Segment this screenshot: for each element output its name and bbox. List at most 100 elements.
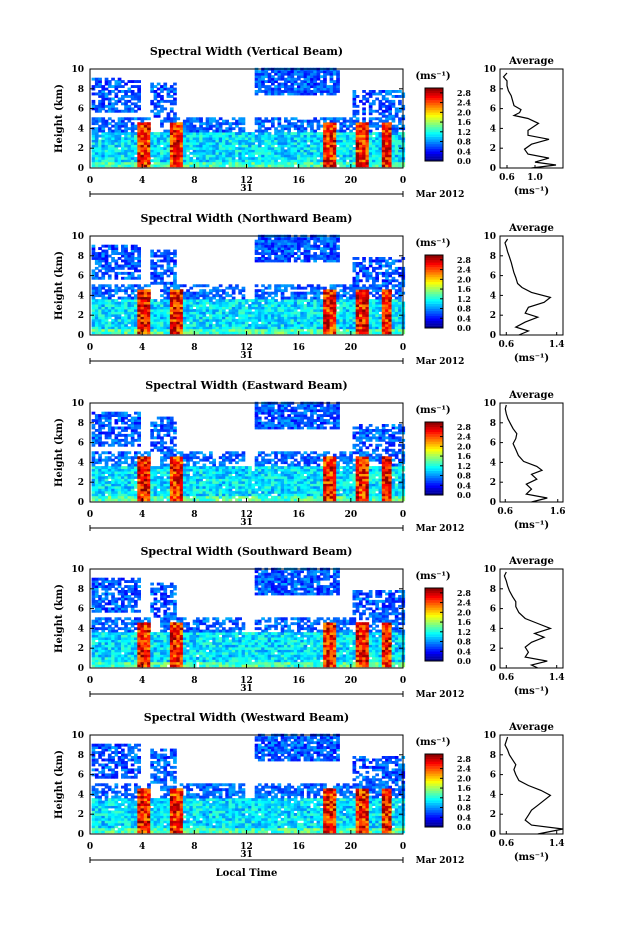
- heatmap-cell: [124, 137, 128, 140]
- heatmap-cell: [111, 109, 115, 113]
- heatmap-cell: [196, 156, 200, 160]
- heatmap-cell: [117, 419, 122, 422]
- heatmap-cell: [124, 99, 128, 103]
- heatmap-cell: [225, 147, 229, 150]
- heatmap-cell: [345, 318, 350, 322]
- heatmap-cell: [332, 124, 337, 128]
- heatmap-cell: [385, 109, 389, 113]
- heatmap-cell: [391, 144, 396, 148]
- heatmap-cell: [199, 311, 203, 315]
- heatmap-cell: [91, 249, 96, 253]
- heatmap-cell: [381, 97, 386, 101]
- heatmap-cell: [143, 311, 148, 315]
- heatmap-cell: [332, 237, 337, 241]
- heatmap-cell: [166, 306, 171, 310]
- heatmap-cell: [127, 296, 132, 300]
- heatmap-cell: [316, 90, 321, 93]
- heatmap-cell: [192, 161, 197, 165]
- heatmap-cell: [310, 301, 314, 305]
- heatmap-cell: [209, 306, 213, 310]
- heatmap-cell: [378, 134, 383, 138]
- heatmap-cell: [134, 156, 138, 160]
- heatmap-cell: [101, 142, 106, 145]
- heatmap-cell: [313, 244, 317, 248]
- heatmap-cell: [150, 259, 154, 263]
- heatmap-cell: [160, 321, 164, 325]
- heatmap-cell: [254, 129, 259, 133]
- heatmap-cell: [319, 249, 324, 253]
- heatmap-cell: [107, 421, 112, 425]
- heatmap-cell: [372, 144, 376, 148]
- heatmap-cell: [332, 244, 337, 248]
- heatmap-cell: [235, 149, 239, 153]
- heatmap-cell: [352, 154, 357, 158]
- heatmap-cell: [284, 242, 288, 246]
- heatmap-cell: [124, 249, 128, 253]
- heatmap-cell: [303, 254, 308, 258]
- heatmap-cell: [332, 144, 337, 148]
- heatmap-cell: [163, 301, 168, 305]
- heatmap-cell: [372, 102, 376, 106]
- heatmap-cell: [332, 304, 337, 307]
- heatmap-cell: [169, 102, 174, 106]
- heatmap-cell: [186, 161, 190, 165]
- heatmap-cell: [359, 311, 363, 315]
- heatmap-cell: [225, 299, 229, 302]
- heatmap-cell: [290, 326, 295, 330]
- heatmap-cell: [378, 289, 383, 293]
- heatmap-cell: [169, 147, 174, 150]
- heatmap-cell: [111, 463, 115, 467]
- heatmap-cell: [280, 151, 285, 155]
- heatmap-cell: [372, 122, 376, 126]
- heatmap-cell: [313, 134, 317, 138]
- heatmap-cell: [134, 249, 138, 253]
- heatmap-cell: [323, 249, 327, 253]
- heatmap-cell: [248, 164, 252, 168]
- heatmap-cell: [375, 271, 379, 275]
- heatmap-cell: [137, 80, 141, 83]
- heatmap-cell: [323, 242, 327, 246]
- heatmap-cell: [160, 151, 164, 155]
- heatmap-cell: [264, 291, 269, 295]
- heatmap-cell: [111, 144, 115, 148]
- heatmap-cell: [313, 257, 317, 260]
- heatmap-cell: [391, 294, 396, 298]
- heatmap-cell: [267, 137, 272, 140]
- heatmap-cell: [192, 304, 197, 307]
- heatmap-cell: [267, 257, 272, 260]
- heatmap-cell: [101, 147, 106, 150]
- heatmap-cell: [280, 247, 285, 250]
- heatmap-cell: [365, 132, 370, 135]
- heatmap-cell: [117, 151, 122, 155]
- heatmap-cell: [290, 247, 295, 250]
- heatmap-cell: [332, 122, 337, 126]
- colorbar-swatch: [425, 267, 443, 270]
- heatmap-cell: [91, 104, 96, 108]
- colorbar-swatch: [425, 88, 443, 91]
- heatmap-cell: [124, 318, 128, 322]
- heatmap-cell: [173, 301, 177, 305]
- heatmap-cell: [394, 328, 399, 332]
- heatmap-cell: [293, 259, 298, 263]
- colorbar-swatch: [425, 315, 443, 319]
- heatmap-cell: [332, 72, 337, 76]
- heatmap-cell: [241, 306, 246, 310]
- heatmap-cell: [104, 156, 109, 160]
- heatmap-cell: [352, 301, 357, 305]
- heatmap-cell: [173, 82, 177, 86]
- heatmap-cell: [101, 458, 106, 462]
- heatmap-cell: [117, 433, 122, 437]
- heatmap-cell: [94, 144, 99, 148]
- heatmap-cell: [156, 326, 161, 330]
- heatmap-cell: [264, 119, 269, 123]
- heatmap-cell: [362, 316, 366, 320]
- heatmap-cell: [189, 117, 194, 121]
- heatmap-cell: [134, 269, 138, 273]
- heatmap-cell: [94, 154, 99, 158]
- heatmap-cell: [316, 137, 321, 140]
- heatmap-cell: [189, 291, 194, 295]
- heatmap-cell: [336, 132, 340, 135]
- heatmap-cell: [323, 244, 327, 248]
- heatmap-cell: [137, 318, 141, 322]
- heatmap-cell: [176, 323, 181, 327]
